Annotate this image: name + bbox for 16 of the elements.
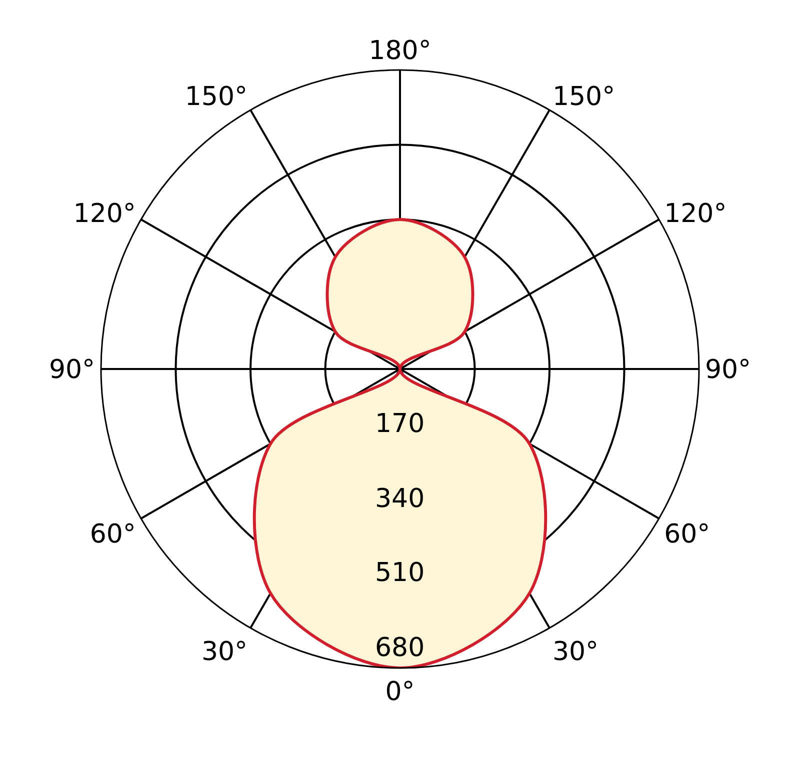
- spoke-label: 120°: [664, 198, 727, 229]
- y-tick-label: 680: [375, 633, 425, 663]
- spoke-label: 30°: [552, 637, 599, 668]
- y-tick-label: 340: [375, 484, 425, 514]
- spoke-label: 120°: [73, 198, 136, 229]
- spoke-label: 180°: [368, 36, 432, 66]
- spoke-label: 90°: [48, 355, 96, 386]
- spoke-label: 150°: [184, 82, 248, 112]
- spoke-label: 60°: [90, 519, 136, 550]
- y-tick-label: 510: [375, 558, 425, 588]
- spoke-label: 30°: [201, 637, 248, 668]
- spoke-label: 60°: [664, 519, 710, 550]
- y-tick-label: 170: [375, 409, 425, 439]
- spoke-label: 90°: [704, 355, 752, 386]
- spoke-label: 0°: [385, 676, 415, 707]
- spoke-label: 150°: [552, 82, 616, 112]
